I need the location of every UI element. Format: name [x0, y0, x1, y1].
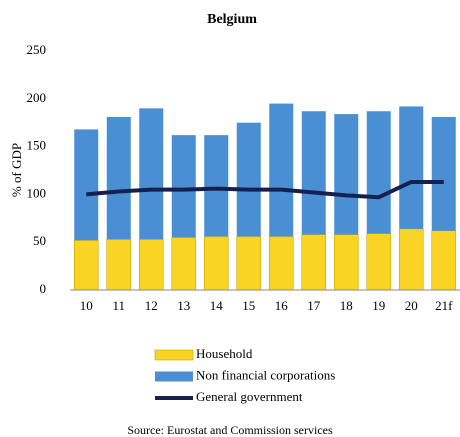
bar-segment	[333, 234, 359, 291]
bar-segment	[236, 122, 261, 237]
bar-segment	[204, 135, 229, 237]
legend-swatch	[154, 349, 194, 361]
bar-segment	[74, 129, 99, 241]
y-tick-label: 100	[27, 185, 47, 200]
bar-segment	[106, 116, 131, 240]
y-tick-label: 250	[27, 42, 47, 57]
x-tick-label: 20	[405, 298, 418, 313]
x-tick-label: 10	[80, 298, 93, 313]
y-tick-label: 0	[40, 281, 47, 296]
bar-segment	[366, 111, 391, 234]
bar-segment	[171, 237, 197, 291]
x-tick-label: 11	[112, 298, 125, 313]
y-axis-label: % of GDP	[9, 143, 24, 197]
bar-segment	[366, 233, 392, 291]
y-tick-label: 200	[27, 90, 47, 105]
x-tick-label: 12	[145, 298, 158, 313]
legend-label: Household	[196, 346, 253, 361]
bar-segment	[268, 236, 294, 291]
bar-segment	[398, 228, 424, 291]
y-tick-label: 150	[27, 138, 47, 153]
bar-segment	[431, 116, 456, 231]
bar-segment	[431, 230, 457, 291]
bar-segment	[236, 236, 262, 291]
legend-label: General government	[196, 389, 303, 404]
x-tick-label: 18	[340, 298, 353, 313]
chart-title: Belgium	[207, 12, 257, 27]
x-tick-label: 16	[275, 298, 289, 313]
bar-segment	[334, 114, 359, 235]
bar-segment	[203, 236, 229, 291]
x-tick-label: 13	[177, 298, 190, 313]
bar-segment	[399, 106, 424, 229]
x-tick-label: 17	[307, 298, 321, 313]
bar-segment	[301, 234, 327, 291]
bar-segment	[269, 103, 294, 237]
bar-segment	[171, 135, 196, 238]
x-tick-label: 19	[372, 298, 385, 313]
bar-segment	[106, 239, 132, 291]
bar-segment	[73, 239, 99, 291]
legend-label: Non financial corporations	[196, 367, 335, 382]
bar-segment	[301, 111, 326, 235]
x-tick-label: 14	[210, 298, 224, 313]
x-tick-label: 21f	[435, 298, 453, 313]
source: Source: Eurostat and Commission services	[127, 423, 333, 437]
bar-segment	[138, 239, 164, 291]
y-tick-label: 50	[33, 233, 46, 248]
bar-segment	[139, 108, 164, 240]
legend-swatch	[155, 371, 193, 382]
x-tick-label: 15	[242, 298, 255, 313]
line-series	[86, 179, 444, 200]
